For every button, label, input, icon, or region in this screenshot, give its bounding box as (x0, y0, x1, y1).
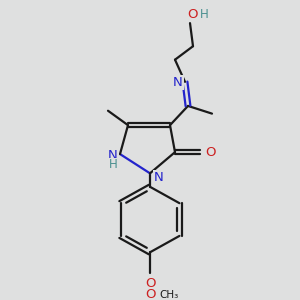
Text: N: N (173, 76, 183, 89)
Text: O: O (206, 146, 216, 159)
Text: O: O (145, 277, 155, 290)
Text: N: N (154, 171, 164, 184)
Text: CH₃: CH₃ (159, 290, 178, 300)
Text: O: O (145, 288, 155, 300)
Text: O: O (187, 8, 197, 21)
Text: H: H (109, 158, 117, 171)
Text: O: O (145, 277, 155, 290)
Text: H: H (200, 8, 209, 21)
Text: N: N (108, 148, 118, 161)
